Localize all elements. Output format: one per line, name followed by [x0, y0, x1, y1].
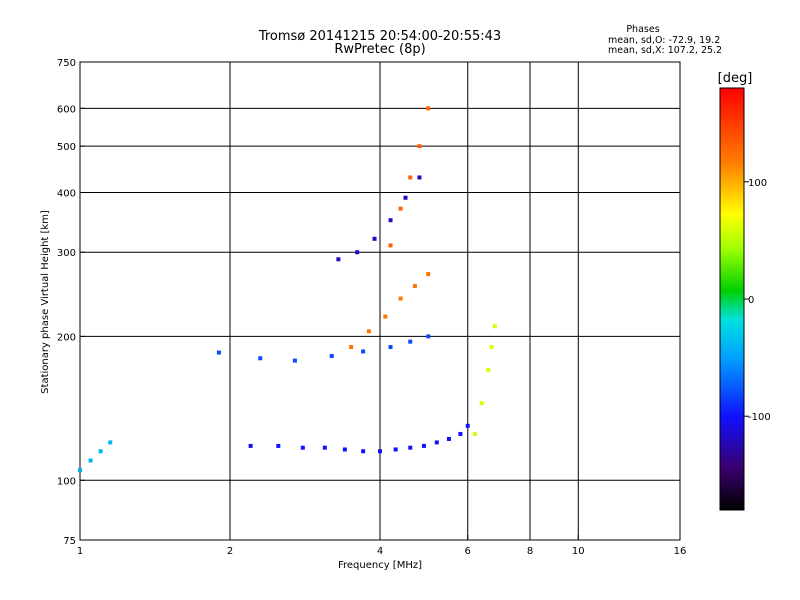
data-point — [336, 257, 341, 262]
y-tick-label: 750 — [57, 58, 76, 69]
x-tick-label: 2 — [227, 546, 233, 557]
colorbar-tick-label: -100 — [748, 412, 771, 423]
x-axis-ticks: 1 2 4 6 8 10 16 — [77, 535, 687, 557]
data-point — [393, 447, 398, 452]
y-tick-label: 200 — [57, 332, 76, 343]
data-point — [458, 431, 463, 436]
data-point — [378, 449, 382, 454]
colorbar-label: [deg] — [718, 71, 753, 86]
x-axis-label: Frequency [MHz] — [338, 560, 422, 571]
colorbar-tick-label: 0 — [748, 295, 754, 306]
x-tick-label: 4 — [377, 546, 383, 557]
data-point — [88, 458, 93, 463]
data-point — [383, 314, 388, 319]
chart-title: Tromsø 20141215 20:54:00-20:55:43 — [258, 29, 501, 44]
data-point — [465, 423, 470, 428]
data-points — [78, 106, 497, 473]
y-tick-label: 400 — [57, 188, 76, 199]
data-point — [258, 356, 263, 361]
data-point — [398, 296, 403, 301]
y-tick-label: 100 — [57, 476, 76, 487]
data-point — [361, 349, 366, 354]
data-point — [388, 243, 393, 248]
data-point — [434, 440, 439, 445]
data-point — [78, 468, 82, 473]
data-point — [446, 436, 451, 441]
grid-lines — [80, 62, 680, 540]
data-point — [322, 445, 327, 450]
y-tick-label: 300 — [57, 248, 76, 259]
data-point — [426, 106, 431, 111]
data-point — [486, 368, 491, 373]
plot-area: 1 2 4 6 8 10 16 75 100 200 300 400 500 600 750 — [57, 58, 686, 557]
phase-stats-box: Phases mean, sd,O: -72.9, 19.2 mean, sd,… — [608, 24, 722, 56]
data-point — [300, 445, 305, 450]
colorbar-ticks: 100 0 -100 — [744, 178, 771, 423]
data-point — [98, 449, 103, 454]
data-point — [426, 272, 431, 277]
data-point — [349, 345, 354, 350]
x-tick-label: 8 — [527, 546, 533, 557]
data-point — [479, 401, 484, 406]
colorbar: [deg] 100 0 -100 — [718, 71, 771, 511]
data-point — [388, 345, 393, 350]
data-point — [421, 443, 426, 448]
data-point — [292, 358, 297, 363]
x-tick-label: 6 — [465, 546, 471, 557]
x-tick-label: 1 — [77, 546, 83, 557]
y-tick-label: 500 — [57, 142, 76, 153]
colorbar-gradient — [719, 87, 745, 511]
phase-stats-heading: Phases — [626, 24, 659, 35]
y-tick-label: 600 — [57, 104, 76, 115]
data-point — [417, 175, 422, 180]
data-point — [489, 345, 494, 350]
phase-stats-x-mode: mean, sd,X: 107.2, 25.2 — [608, 45, 722, 56]
data-point — [417, 144, 422, 149]
data-point — [492, 324, 497, 329]
data-point — [408, 175, 413, 180]
y-axis-label: Stationary phase Virtual Height [km] — [40, 210, 51, 394]
data-point — [342, 447, 347, 452]
data-point — [366, 329, 371, 334]
data-point — [329, 353, 334, 358]
data-point — [361, 449, 366, 454]
data-point — [472, 431, 477, 436]
phase-stats-o-mode: mean, sd,O: -72.9, 19.2 — [608, 35, 720, 46]
y-tick-label: 75 — [63, 536, 76, 547]
y-axis-ticks: 75 100 200 300 400 500 600 750 — [57, 58, 85, 547]
data-point — [412, 283, 417, 288]
data-point — [372, 236, 377, 241]
data-point — [408, 445, 413, 450]
data-point — [216, 350, 221, 355]
data-point — [355, 250, 360, 255]
chart-subtitle: RwPretec (8p) — [334, 42, 425, 57]
data-point — [108, 440, 113, 445]
data-point — [248, 443, 253, 448]
data-point — [408, 339, 413, 344]
data-point — [403, 195, 408, 200]
data-point — [398, 206, 403, 211]
colorbar-tick-label: 100 — [748, 178, 767, 189]
x-tick-label: 10 — [572, 546, 585, 557]
x-tick-label: 16 — [674, 546, 687, 557]
data-point — [388, 218, 393, 223]
data-point — [426, 334, 431, 339]
data-point — [276, 443, 281, 448]
